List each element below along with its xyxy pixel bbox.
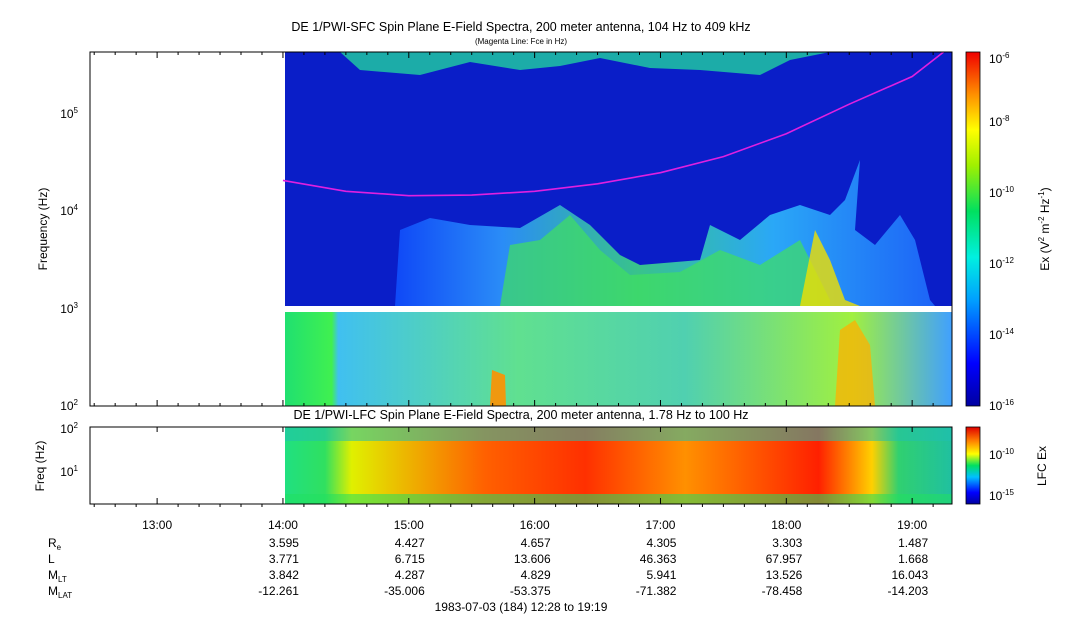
lfc-y-axis: 102 101 xyxy=(60,421,78,479)
sfc-plot-area xyxy=(89,51,953,407)
lfc-ytick-1e1: 101 xyxy=(60,464,78,479)
time-tick-label: 15:00 xyxy=(394,518,424,532)
time-tick-label: 19:00 xyxy=(897,518,927,532)
cbar-tick-1e-14: 10-14 xyxy=(989,327,1014,342)
cbar-tick-1e-8: 10-8 xyxy=(989,114,1010,129)
ephem-value: -71.382 xyxy=(636,584,677,598)
ephem-value: 4.287 xyxy=(395,568,425,582)
time-tick-label: 14:00 xyxy=(268,518,298,532)
lfc-ytick-1e2: 102 xyxy=(60,421,78,436)
ephem-value: 3.303 xyxy=(772,536,802,550)
time-axis: 13:00 14:00 15:00 16:00 17:00 18:00 19:00 xyxy=(93,52,934,532)
fce-line xyxy=(282,51,945,197)
lfc-title: DE 1/PWI-LFC Spin Plane E-Field Spectra,… xyxy=(293,408,748,422)
time-tick-label: 16:00 xyxy=(520,518,550,532)
lfc-ylabel: Freq (Hz) xyxy=(33,441,47,492)
ephem-row-label: L xyxy=(48,552,55,566)
ephem-row-label: MLAT xyxy=(48,584,72,600)
ephem-value: 5.941 xyxy=(646,568,676,582)
ephem-value: 3.595 xyxy=(269,536,299,550)
sfc-colorbar xyxy=(965,51,981,407)
cbar-tick-1e-16: 10-16 xyxy=(989,398,1014,413)
sfc-low-burst-2 xyxy=(835,320,875,406)
ephem-value: 4.427 xyxy=(395,536,425,550)
ephem-value: 1.668 xyxy=(898,552,928,566)
lfc-top-band xyxy=(285,427,952,441)
sfc-title: DE 1/PWI-SFC Spin Plane E-Field Spectra,… xyxy=(291,20,750,34)
ephem-value: 67.957 xyxy=(766,552,803,566)
lfc-cbar-tick-1e-15: 10-15 xyxy=(989,488,1014,503)
sfc-ytick-1e2: 102 xyxy=(60,398,78,413)
lfc-colorbar-ticks: 10-10 10-15 xyxy=(989,447,1014,503)
ephemeris-table: Re 3.595 4.427 4.657 4.305 3.303 1.487 L 3.771 6.… xyxy=(48,536,928,600)
time-tick-label: 18:00 xyxy=(771,518,801,532)
ephem-value: -12.261 xyxy=(258,584,299,598)
ephem-value: 4.657 xyxy=(521,536,551,550)
time-tick-label: 17:00 xyxy=(645,518,675,532)
lfc-plot-area xyxy=(89,426,953,505)
sfc-ytick-1e5: 105 xyxy=(60,106,78,121)
sfc-low-burst xyxy=(490,370,506,406)
ephem-value: 1.487 xyxy=(898,536,928,550)
sfc-colorbar-label: Ex (V2 m-2 Hz-1) xyxy=(1037,187,1052,270)
sfc-ytick-1e4: 104 xyxy=(60,203,78,218)
sfc-subtitle: (Magenta Line: Fce in Hz) xyxy=(475,37,567,46)
cbar-tick-1e-6: 10-6 xyxy=(989,51,1010,66)
sfc-ytick-1e3: 103 xyxy=(60,301,78,316)
time-range-label: 1983-07-03 (184) 12:28 to 19:19 xyxy=(435,600,608,614)
ephem-value: 46.363 xyxy=(640,552,677,566)
ephem-value: -78.458 xyxy=(762,584,803,598)
sfc-ylabel: Frequency (Hz) xyxy=(36,188,50,271)
ephem-value: -53.375 xyxy=(510,584,551,598)
sfc-colorbar-ticks: 10-6 10-8 10-10 10-12 10-14 10-16 xyxy=(989,51,1014,413)
sfc-y-axis: 102 103 104 105 xyxy=(60,106,78,413)
ephem-value: 4.829 xyxy=(521,568,551,582)
cbar-tick-1e-10: 10-10 xyxy=(989,185,1014,200)
ephem-value: 13.606 xyxy=(514,552,551,566)
time-tick-label: 13:00 xyxy=(142,518,172,532)
ephem-value: 6.715 xyxy=(395,552,425,566)
ephem-value: 4.305 xyxy=(646,536,676,550)
ephem-value: 3.842 xyxy=(269,568,299,582)
lfc-bottom-band xyxy=(285,494,952,504)
sfc-emission-core xyxy=(500,215,830,306)
ephem-value: -14.203 xyxy=(887,584,928,598)
ephem-row-label: MLT xyxy=(48,568,67,584)
lfc-cbar-tick-1e-10: 10-10 xyxy=(989,447,1014,462)
lfc-colorbar-label: LFC Ex xyxy=(1035,446,1049,486)
ephem-value: 16.043 xyxy=(891,568,928,582)
sfc-top-emission xyxy=(340,52,830,75)
cbar-tick-1e-12: 10-12 xyxy=(989,256,1014,271)
ephem-value: 13.526 xyxy=(766,568,803,582)
lfc-colorbar xyxy=(965,426,981,505)
sfc-emission-hot xyxy=(800,230,860,306)
ephem-value: 3.771 xyxy=(269,552,299,566)
ephem-row-label: Re xyxy=(48,536,62,552)
ephem-value: -35.006 xyxy=(384,584,425,598)
